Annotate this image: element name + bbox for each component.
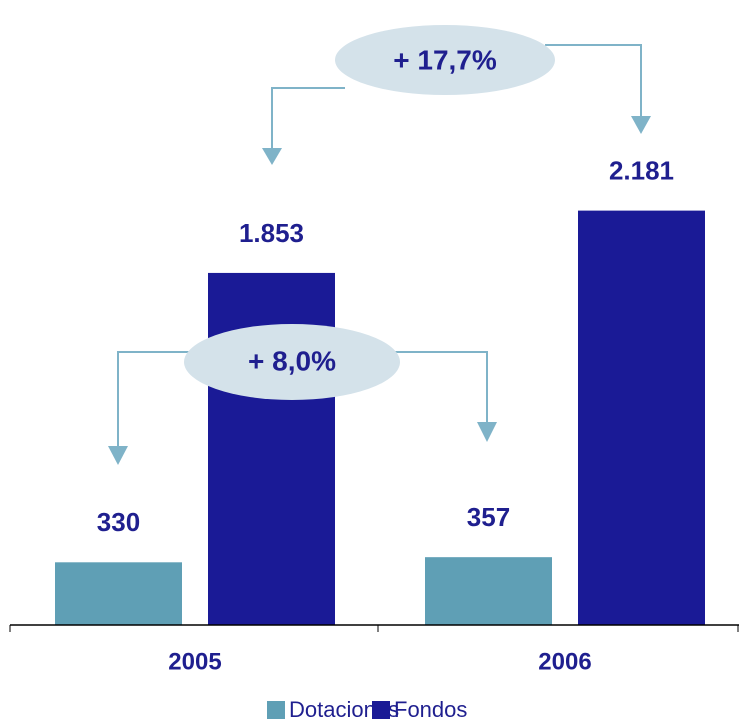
arrow-head (108, 446, 128, 465)
bar (578, 210, 705, 626)
legend-swatch (372, 701, 390, 719)
arrow (117, 351, 190, 448)
bars (55, 210, 705, 626)
legend-label: Fondos (394, 697, 467, 722)
bar (55, 562, 182, 625)
arrow-head (477, 422, 497, 442)
arrow (545, 44, 642, 118)
bar (425, 557, 552, 625)
arrow (271, 87, 345, 150)
x-tick-label: 2006 (538, 648, 591, 675)
value-label: 357 (467, 502, 510, 532)
x-tick-label: 2005 (168, 648, 221, 675)
annotation-bubble (335, 25, 555, 95)
arrow-head (631, 116, 651, 134)
value-label: 2.181 (609, 155, 674, 185)
annotation-bubble (184, 324, 400, 400)
arrow (395, 351, 488, 424)
value-label: 1.853 (239, 218, 304, 248)
arrow-head (262, 148, 282, 165)
annotation-text: + 17,7% (393, 44, 497, 75)
growth-annotation: + 8,0% (108, 324, 497, 465)
value-label: 330 (97, 507, 140, 537)
growth-annotation: + 17,7% (262, 25, 651, 165)
legend-swatch (267, 701, 285, 719)
annotation-text: + 8,0% (248, 345, 336, 376)
